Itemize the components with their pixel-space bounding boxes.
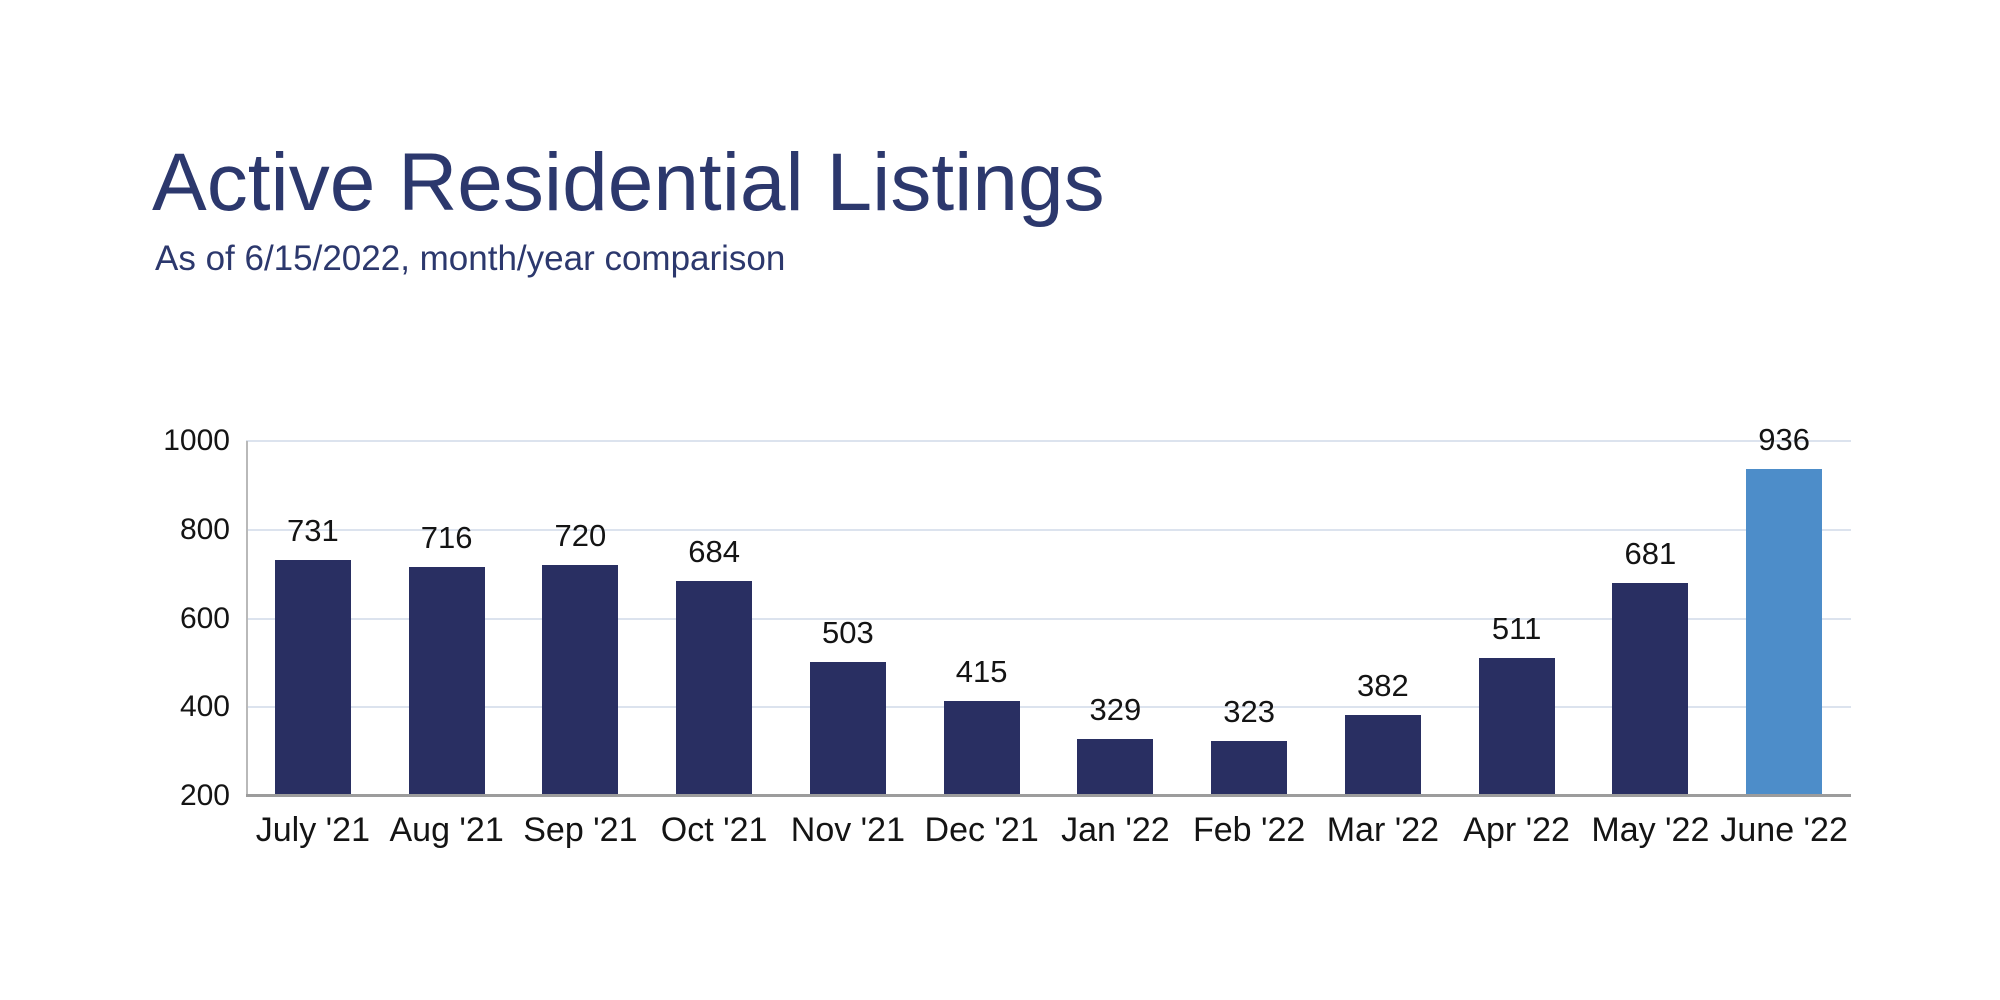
x-axis-label: Aug '21 (389, 811, 504, 849)
gridline (246, 706, 1851, 709)
x-axis-label: Oct '21 (660, 811, 768, 849)
bar-july-21 (274, 560, 351, 796)
bar-mar-22 (1344, 715, 1421, 796)
bar-value-label: 720 (554, 518, 607, 554)
x-axis-label: May '22 (1591, 811, 1710, 849)
x-axis-label: June '22 (1720, 811, 1848, 849)
y-axis-line (246, 441, 248, 796)
bar-value-label: 323 (1223, 694, 1275, 730)
bar-value-label: 503 (822, 614, 874, 650)
chart-subtitle: As of 6/15/2022, month/year comparison (155, 239, 786, 278)
y-axis-tick-label: 1000 (163, 424, 230, 457)
bar-apr-22 (1478, 657, 1555, 796)
x-axis-label: Feb '22 (1192, 811, 1306, 849)
x-axis-label: July '21 (255, 811, 370, 849)
bar-value-label: 511 (1491, 610, 1542, 646)
x-axis-label: Jan '22 (1061, 811, 1170, 849)
bar-value-label: 731 (287, 513, 339, 549)
y-axis-tick-label: 200 (179, 779, 230, 812)
chart-title: Active Residential Listings (152, 137, 1105, 228)
bar-sep-21 (542, 565, 619, 796)
bar-value-label: 415 (955, 653, 1008, 689)
bar-value-label: 936 (1758, 422, 1810, 458)
gridline (246, 440, 1851, 442)
bar-jan-22 (1077, 738, 1154, 796)
bar-nov-21 (809, 661, 886, 796)
bar-june-22 (1746, 469, 1823, 796)
bar-oct-21 (676, 581, 753, 796)
bar-value-label: 382 (1357, 668, 1409, 704)
x-axis-label: Sep '21 (523, 811, 638, 849)
x-axis-label: Mar '22 (1326, 811, 1440, 849)
bar-value-label: 681 (1624, 535, 1677, 571)
bar-value-label: 329 (1089, 691, 1142, 727)
x-axis-label: Nov '21 (790, 811, 905, 849)
bar-value-label: 684 (688, 534, 740, 570)
bar-may-22 (1612, 582, 1689, 796)
x-axis-line (246, 794, 1851, 797)
x-axis-label: Dec '21 (924, 811, 1039, 849)
bar-aug-21 (408, 567, 485, 796)
bar-dec-21 (943, 700, 1020, 796)
x-axis-label: Apr '22 (1463, 811, 1570, 849)
gridline (246, 528, 1851, 531)
y-axis-tick-label: 600 (179, 601, 230, 635)
gridline (246, 617, 1851, 620)
bar-feb-22 (1211, 741, 1288, 796)
y-axis-tick-label: 400 (179, 690, 230, 724)
bar-value-label: 716 (420, 520, 473, 556)
y-axis-tick-label: 800 (179, 512, 230, 546)
